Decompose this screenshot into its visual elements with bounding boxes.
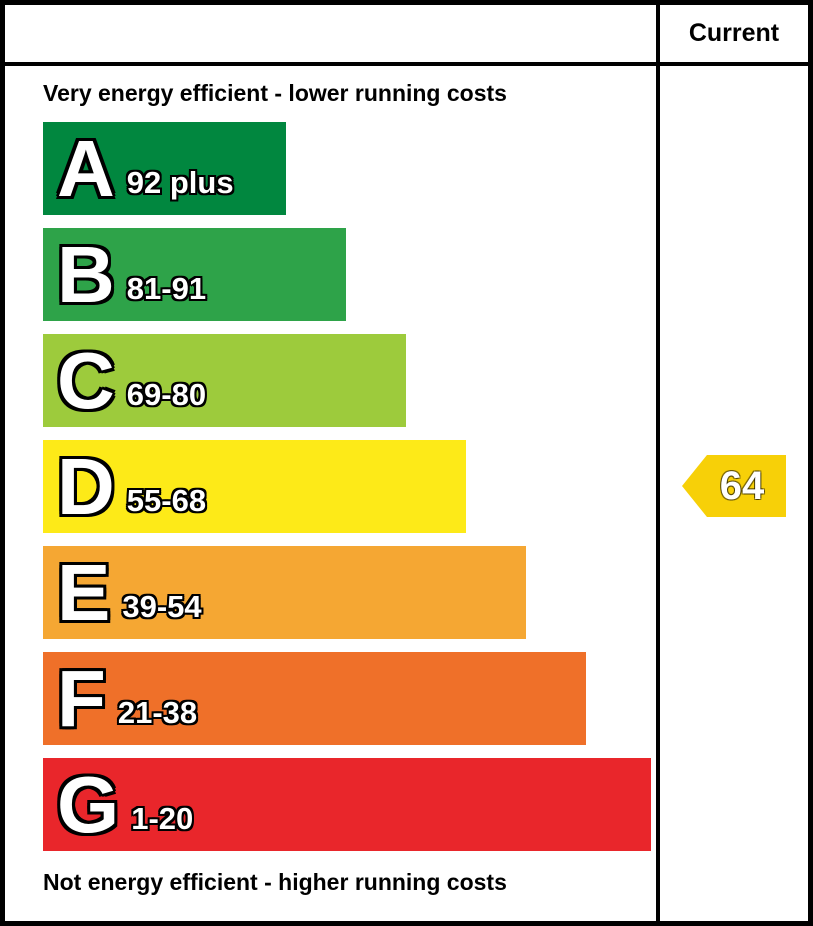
band-b: B 81-91	[43, 228, 346, 321]
band-range: 21-38	[117, 694, 198, 730]
band-range: 1-20	[131, 800, 194, 836]
current-rating-value: 64	[719, 463, 765, 508]
band-letter: F	[57, 653, 106, 743]
band-g: G 1-20	[43, 758, 651, 851]
bands-column: Very energy efficient - lower running co…	[5, 66, 656, 921]
current-rating-arrow: 64	[682, 455, 786, 517]
band-d: D 55-68	[43, 440, 466, 533]
band-f: F 21-38	[43, 652, 586, 745]
band-a: A 92 plus	[43, 122, 286, 215]
bands-container: A 92 plus B 81-91 C 69-80 D 55-68 E 39-54 F 21-38 G 1…	[43, 122, 656, 851]
band-letter: C	[57, 335, 115, 425]
band-letter: E	[57, 547, 111, 637]
band-c: C 69-80	[43, 334, 406, 427]
band-range: 81-91	[126, 270, 207, 306]
top-caption: Very energy efficient - lower running co…	[43, 80, 507, 106]
bottom-caption: Not energy efficient - higher running co…	[43, 869, 507, 895]
band-range: 39-54	[122, 588, 202, 624]
band-range: 55-68	[126, 482, 207, 518]
header-spacer	[5, 5, 656, 62]
band-letter: B	[57, 229, 115, 319]
current-column: 64	[656, 66, 808, 921]
band-letter: D	[57, 441, 115, 531]
band-letter: G	[57, 759, 120, 849]
band-range: 69-80	[126, 376, 207, 412]
current-column-header: Current	[656, 5, 808, 62]
band-letter: A	[57, 123, 115, 213]
band-e: E 39-54	[43, 546, 526, 639]
header-row: Current	[5, 5, 808, 66]
band-range: 92 plus	[126, 164, 234, 200]
chart-body: Very energy efficient - lower running co…	[5, 66, 808, 921]
